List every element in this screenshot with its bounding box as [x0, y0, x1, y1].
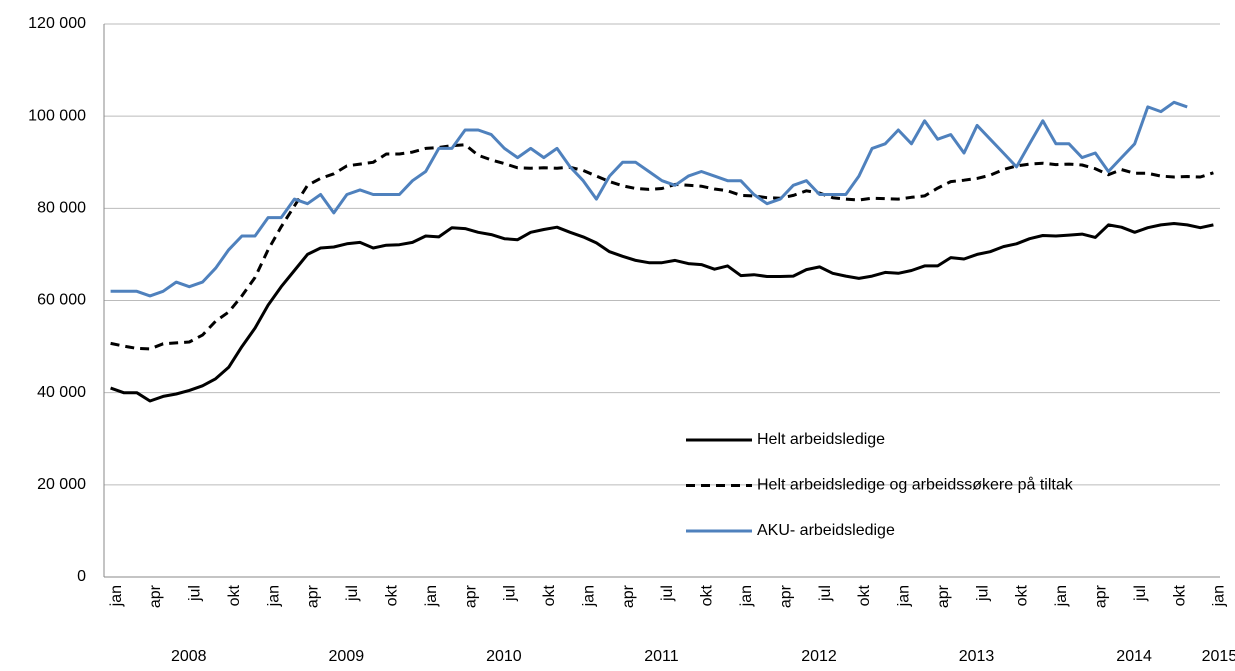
series-line [110, 143, 1214, 351]
x-tick-label: okt [699, 584, 716, 606]
series-line [110, 100, 1188, 298]
x-tick-label: okt [384, 584, 401, 606]
y-tick-label: 0 [77, 568, 86, 585]
y-tick-label: 80 000 [37, 200, 86, 217]
y-tick-label: 60 000 [37, 292, 86, 309]
x-tick-label: jan [738, 585, 755, 607]
x-tick-label: apr [1092, 584, 1109, 608]
x-tick-label: jan [896, 585, 913, 607]
x-tick-label: apr [462, 584, 479, 608]
x-tick-label: jan [108, 585, 125, 607]
x-tick-label: jan [580, 585, 597, 607]
year-label: 2014 [1116, 648, 1152, 665]
x-tick-label: jul [187, 585, 204, 602]
x-tick-label: okt [226, 584, 243, 606]
x-tick-label: okt [1014, 584, 1031, 606]
x-tick-label: apr [305, 584, 322, 608]
legend-label: AKU- arbeidsledige [757, 522, 895, 539]
year-label: 2015 [1202, 648, 1235, 665]
x-tick-label: jan [265, 585, 282, 607]
x-tick-label: apr [620, 584, 637, 608]
x-tick-label: okt [856, 584, 873, 606]
y-tick-label: 40 000 [37, 384, 86, 401]
x-tick-label: okt [541, 584, 558, 606]
x-tick-label: jan [1211, 585, 1228, 607]
x-tick-label: okt [1171, 584, 1188, 606]
x-tick-label: apr [777, 584, 794, 608]
series-line [110, 222, 1214, 403]
year-label: 2013 [959, 648, 995, 665]
year-label: 2009 [329, 648, 365, 665]
x-tick-label: apr [935, 584, 952, 608]
y-tick-label: 20 000 [37, 476, 86, 493]
x-tick-label: jul [344, 585, 361, 602]
x-tick-label: apr [147, 584, 164, 608]
x-tick-label: jan [1053, 585, 1070, 607]
x-tick-label: jul [974, 585, 991, 602]
legend-label: Helt arbeidsledige [757, 431, 885, 448]
x-tick-label: jul [1132, 585, 1149, 602]
year-label: 2011 [644, 648, 679, 665]
year-label: 2008 [171, 648, 207, 665]
x-tick-label: jul [817, 585, 834, 602]
x-tick-label: jan [423, 585, 440, 607]
year-label: 2010 [486, 648, 522, 665]
legend-label: Helt arbeidsledige og arbeidssøkere på t… [757, 476, 1074, 494]
y-tick-label: 120 000 [28, 15, 86, 32]
x-tick-label: jul [502, 585, 519, 602]
year-label: 2012 [801, 648, 837, 665]
x-tick-label: jul [659, 585, 676, 602]
y-tick-label: 100 000 [28, 107, 86, 124]
